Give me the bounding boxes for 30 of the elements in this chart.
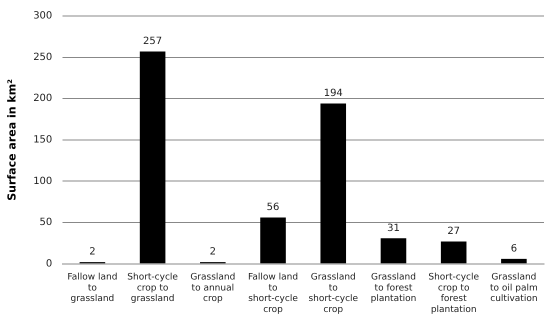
x-tick-label: Grassland to oil palm cultivation <box>490 272 538 304</box>
data-label: 2 <box>210 246 216 258</box>
y-tick-label: 250 <box>33 52 52 63</box>
y-tick-label: 200 <box>33 93 52 104</box>
data-label: 27 <box>447 226 460 238</box>
x-tick-label: Short-cycle crop to grassland <box>127 272 178 304</box>
x-tick-label: Grassland to forest plantation <box>370 272 416 304</box>
data-label: 6 <box>510 243 518 254</box>
y-tick-label: 150 <box>33 134 52 146</box>
bar <box>260 218 286 264</box>
bar <box>320 104 346 264</box>
data-label: 194 <box>324 88 343 100</box>
data-label: 2 <box>89 246 96 258</box>
bar <box>380 238 406 264</box>
y-tick-label: 100 <box>33 176 52 187</box>
y-axis-title: Surface area in km² <box>5 78 18 201</box>
x-tick-label: Grassland to annual crop <box>190 272 236 304</box>
y-tick-label: 300 <box>33 10 52 22</box>
y-tick-label: 0 <box>46 258 52 270</box>
data-label: 257 <box>143 36 162 48</box>
y-tick-label: 50 <box>40 217 52 228</box>
x-tick-label: Fallow land to grassland <box>67 272 118 304</box>
x-tick-label: Fallow land to short-cycle crop <box>248 272 298 315</box>
x-tick-label: Grassland to short-cycle crop <box>308 272 359 315</box>
bar <box>140 52 166 264</box>
data-label: 31 <box>387 222 400 234</box>
bar <box>440 242 466 264</box>
data-label: 56 <box>266 202 280 214</box>
bar <box>501 258 527 264</box>
x-tick-label: Short-cycle crop to forest plantation <box>428 272 480 315</box>
